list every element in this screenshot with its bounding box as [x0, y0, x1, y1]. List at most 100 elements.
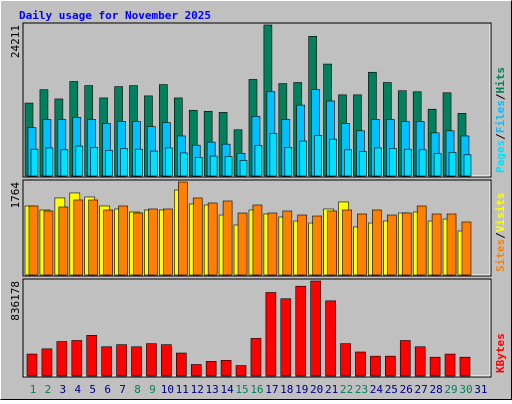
bar [135, 148, 143, 177]
bar [314, 135, 322, 177]
bar [90, 147, 99, 177]
bar [265, 292, 277, 377]
x-tick-label: 2 [45, 383, 52, 396]
bar [269, 133, 278, 177]
bar [399, 340, 411, 377]
bar [312, 215, 322, 276]
bar [75, 145, 84, 177]
bar [374, 147, 382, 177]
bar [30, 148, 39, 177]
x-tick-label: 23 [355, 383, 368, 396]
bar [250, 338, 262, 377]
bar [342, 209, 352, 276]
bar [103, 209, 113, 276]
bar [459, 356, 471, 377]
x-tick-label: 3 [60, 383, 67, 396]
legend-separator: / [494, 232, 507, 239]
x-tick-label: 28 [429, 383, 442, 396]
bar [355, 351, 366, 377]
bar [254, 145, 263, 177]
legend-separator: / [494, 93, 507, 100]
bar [58, 206, 69, 276]
legend-entry: Pages [494, 140, 507, 173]
bar [41, 348, 53, 377]
bar [194, 156, 203, 177]
bar [116, 344, 127, 377]
bar [205, 361, 217, 377]
bar [222, 200, 233, 276]
x-tick-label: 17 [265, 383, 278, 396]
bar [161, 344, 172, 377]
x-tick-label: 29 [444, 383, 457, 396]
bar [73, 199, 84, 276]
bar [414, 346, 426, 377]
x-tick-label: 24 [370, 383, 384, 396]
bar [372, 209, 382, 276]
x-tick-label: 11 [176, 383, 189, 396]
bar [239, 160, 248, 177]
bar [280, 298, 292, 377]
x-tick-label: 19 [295, 383, 308, 396]
bar [416, 205, 427, 276]
y-tick-label: 24211 [9, 25, 22, 58]
legend-entry: Hits [494, 67, 507, 94]
x-tick-label: 8 [134, 383, 141, 396]
bar [192, 197, 203, 276]
x-tick-label: 14 [220, 383, 234, 396]
bar [340, 343, 351, 377]
x-tick-label: 5 [89, 383, 96, 396]
x-tick-label: 9 [149, 383, 156, 396]
bar [403, 148, 412, 177]
bar [150, 150, 158, 177]
bar [295, 285, 307, 377]
bar [101, 346, 112, 377]
bar [178, 181, 188, 276]
x-tick-label: 18 [280, 383, 293, 396]
x-tick-label: 4 [74, 383, 81, 396]
bar [284, 147, 293, 177]
x-tick-label: 12 [191, 383, 204, 396]
bar [133, 212, 143, 276]
bar [463, 154, 472, 177]
legend-entry: Files [494, 100, 507, 133]
x-tick-label: 20 [310, 383, 323, 396]
bar [387, 214, 397, 276]
x-tick-label: 16 [250, 383, 263, 396]
bar [237, 212, 248, 276]
bar [209, 155, 218, 177]
x-tick-label: 25 [385, 383, 398, 396]
legend-separator: / [494, 133, 507, 140]
bar [180, 152, 188, 177]
bar [26, 353, 38, 377]
x-tick-label: 26 [400, 383, 413, 396]
bar [60, 149, 69, 177]
bar [359, 151, 367, 177]
x-tick-label: 21 [325, 383, 338, 396]
x-tick-label: 1 [30, 383, 37, 396]
bar [148, 208, 158, 276]
bar [220, 360, 232, 377]
chart-title: Daily usage for November 2025 [19, 9, 211, 22]
bar [385, 355, 396, 377]
bar [131, 346, 142, 377]
bar [282, 210, 293, 276]
x-tick-label: 22 [340, 383, 353, 396]
x-tick-label: 31 [474, 383, 487, 396]
bar [88, 199, 99, 276]
legend: KBytes [494, 333, 507, 373]
bar [370, 355, 381, 377]
bar [344, 149, 352, 177]
bar [28, 205, 39, 276]
bar [176, 352, 187, 377]
bar [163, 208, 173, 276]
legend-entry: Sites [494, 239, 507, 272]
bar [357, 213, 367, 276]
bar [327, 210, 337, 276]
legend: Pages/Files/Hits [494, 67, 507, 173]
bar [299, 140, 308, 177]
bar [56, 341, 68, 377]
x-tick-label: 27 [415, 383, 428, 396]
bar [45, 147, 54, 177]
x-tick-label: 6 [104, 383, 111, 396]
